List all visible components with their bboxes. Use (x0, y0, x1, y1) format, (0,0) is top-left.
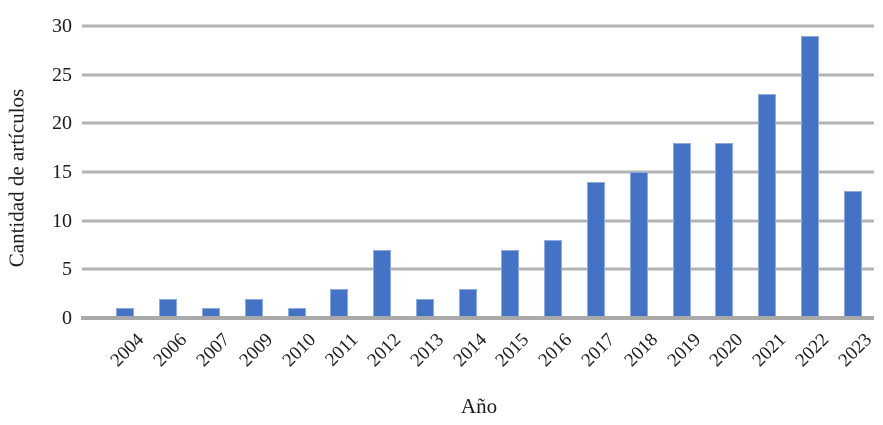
x-tick-label-2015: 2015 (491, 329, 534, 372)
bar-2006 (159, 298, 178, 318)
y-tick-label-5: 5 (62, 258, 72, 281)
bar-2013 (415, 298, 434, 318)
bar-2020 (715, 142, 734, 318)
x-tick-label-2007: 2007 (192, 329, 235, 372)
category-slot-2012: 2012 (361, 26, 405, 371)
category-slot-2014: 2014 (446, 26, 491, 371)
category-slot-2015: 2015 (489, 26, 534, 371)
bar-slots: 2004 2006 2007 2009 2010 2011 2012 2013 2014 2015… (84, 26, 876, 371)
x-tick-label-2011: 2011 (321, 329, 363, 371)
category-slot-2017: 2017 (575, 26, 619, 371)
bar-2016 (544, 240, 563, 318)
category-slot-2013: 2013 (403, 26, 448, 371)
category-slot-2006: 2006 (147, 26, 191, 371)
category-slot-2020: 2020 (703, 26, 747, 371)
category-slot-2010: 2010 (275, 26, 320, 371)
y-tick-label-25: 25 (52, 63, 72, 86)
x-tick-label-2012: 2012 (363, 329, 406, 372)
gridline-5 (82, 267, 874, 271)
category-slot-2016: 2016 (532, 26, 576, 371)
x-tick-label-2014: 2014 (449, 329, 491, 372)
x-tick-label-2023: 2023 (834, 329, 876, 372)
plot-area: 2004 2006 2007 2009 2010 2011 2012 2013 2014 2015… (81, 24, 876, 371)
x-tick-label-2004: 2004 (106, 329, 149, 372)
x-tick-label-2013: 2013 (406, 329, 449, 372)
x-axis-line (81, 316, 874, 320)
category-slot-2004: 2004 (104, 26, 149, 371)
y-tick-label-10: 10 (52, 209, 72, 232)
bar-2023 (843, 191, 862, 318)
bar-2004 (116, 308, 135, 318)
bar-2009 (244, 298, 263, 318)
bar-2012 (373, 249, 392, 318)
bar-2011 (330, 288, 349, 318)
x-tick-label-2021: 2021 (748, 329, 791, 372)
category-slot-2011: 2011 (318, 26, 362, 371)
y-tick-label-20: 20 (52, 112, 72, 135)
bar-2010 (287, 308, 306, 318)
x-tick-label-2009: 2009 (235, 329, 277, 372)
y-tick-label-0: 0 (62, 307, 72, 329)
bar-2014 (458, 288, 477, 318)
category-slot-2007: 2007 (190, 26, 234, 371)
y-tick-label-30: 30 (52, 15, 72, 37)
x-axis-title: Año (460, 394, 498, 418)
x-tick-label-2022: 2022 (791, 329, 834, 372)
bar-2019 (672, 142, 691, 318)
bar-2021 (758, 94, 777, 318)
category-slot-2021: 2021 (746, 26, 790, 371)
x-tick-label-2020: 2020 (705, 329, 748, 372)
bar-2022 (800, 35, 819, 318)
bar-2018 (629, 172, 648, 318)
x-tick-label-2017: 2017 (577, 329, 620, 372)
category-slot-2019: 2019 (660, 26, 705, 371)
category-slot-2022: 2022 (789, 26, 833, 371)
gridline-20 (82, 121, 874, 125)
category-slot-2018: 2018 (617, 26, 662, 371)
gridline-15 (82, 170, 874, 174)
x-tick-label-2018: 2018 (620, 329, 662, 372)
bar-2007 (201, 308, 220, 318)
gridline-30 (82, 24, 874, 28)
bar-2015 (501, 249, 520, 318)
category-slot-2009: 2009 (232, 26, 277, 371)
bar-2017 (586, 181, 605, 318)
x-tick-label-2016: 2016 (534, 329, 577, 372)
y-axis-tick-labels: 0 5 10 15 20 25 30 (0, 16, 72, 328)
category-slot-2023: 2023 (831, 26, 876, 371)
gridline-10 (82, 219, 874, 223)
y-tick-label-15: 15 (52, 161, 72, 183)
x-tick-label-2010: 2010 (277, 329, 320, 372)
x-tick-label-2019: 2019 (662, 329, 705, 372)
gridline-25 (82, 73, 874, 77)
x-tick-label-2006: 2006 (149, 329, 192, 372)
